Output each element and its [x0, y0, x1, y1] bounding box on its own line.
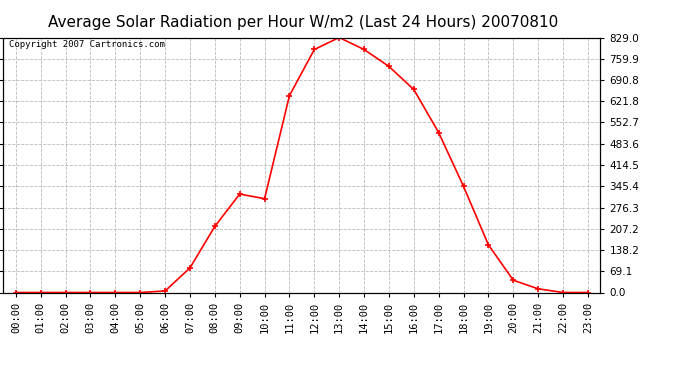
Text: Copyright 2007 Cartronics.com: Copyright 2007 Cartronics.com [10, 40, 166, 49]
Text: Average Solar Radiation per Hour W/m2 (Last 24 Hours) 20070810: Average Solar Radiation per Hour W/m2 (L… [48, 15, 559, 30]
